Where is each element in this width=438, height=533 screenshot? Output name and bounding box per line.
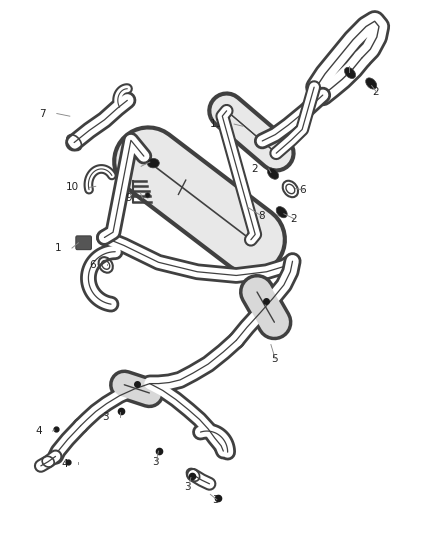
Ellipse shape <box>268 168 279 179</box>
Ellipse shape <box>145 192 150 198</box>
Text: 2: 2 <box>290 214 297 224</box>
Text: 8: 8 <box>258 212 265 221</box>
Text: 3: 3 <box>184 482 191 492</box>
Text: 5: 5 <box>271 354 277 364</box>
Text: 3: 3 <box>212 495 219 505</box>
Text: 2: 2 <box>372 87 379 98</box>
Text: 4: 4 <box>61 459 67 469</box>
Text: 6: 6 <box>89 260 96 270</box>
Text: 10: 10 <box>65 182 78 192</box>
Ellipse shape <box>276 207 287 218</box>
Ellipse shape <box>366 78 377 89</box>
Text: 9: 9 <box>125 193 132 203</box>
Text: 2: 2 <box>124 161 131 171</box>
Text: 2: 2 <box>331 61 338 71</box>
Text: 6: 6 <box>299 185 305 195</box>
Text: 3: 3 <box>102 412 109 422</box>
Text: 2: 2 <box>251 164 258 174</box>
Text: 7: 7 <box>39 109 46 118</box>
Ellipse shape <box>345 67 356 78</box>
Text: 3: 3 <box>152 457 159 467</box>
Text: 1: 1 <box>55 243 61 253</box>
FancyBboxPatch shape <box>76 236 92 249</box>
Ellipse shape <box>147 158 159 168</box>
Text: 11: 11 <box>210 119 223 129</box>
Text: 4: 4 <box>35 426 42 436</box>
